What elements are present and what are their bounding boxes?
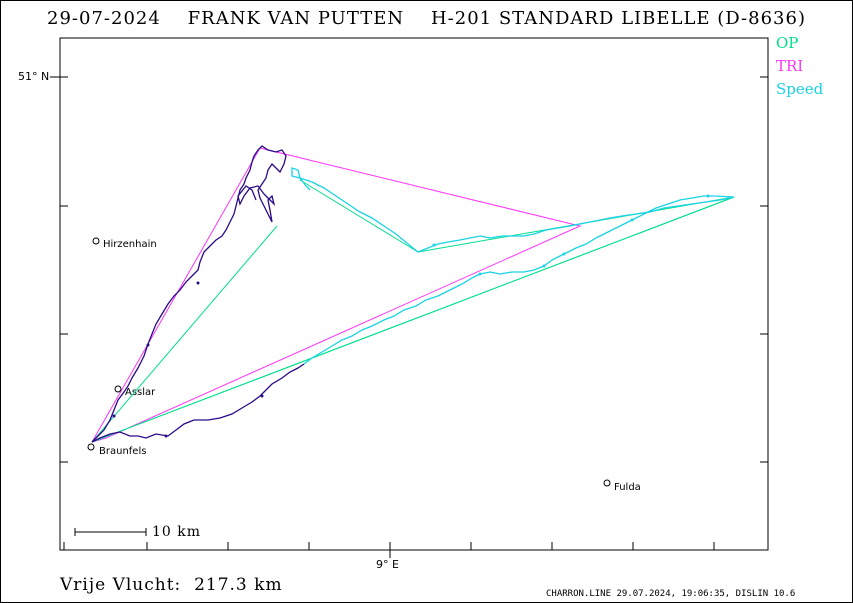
flight-track-initial: [91, 145, 287, 443]
tri-route: [91, 147, 582, 443]
legend-speed: Speed: [776, 80, 824, 98]
lat-ticks: [50, 76, 768, 463]
software-credit: CHARRON.LINE 29.07.2024, 19:06:35, DISLI…: [546, 589, 796, 599]
place-hirzenhain: [92, 237, 100, 245]
city-label-hirzenhain: Hirzenhain: [103, 239, 157, 250]
scale-bar: [74, 528, 147, 536]
legend-tri: TRI: [776, 57, 804, 75]
longitude-label: 9° E: [376, 558, 399, 571]
flight-track-final: [91, 363, 305, 443]
city-label-fulda: Fulda: [614, 482, 641, 493]
lon-ticks: [63, 542, 715, 558]
place-asslar: [114, 385, 122, 393]
scale-bar-label: 10 km: [152, 524, 202, 540]
place-markers: [87, 237, 611, 487]
free-flight-distance: Vrije Vlucht: 217.3 km: [60, 575, 283, 595]
flight-title: 29-07-2024 FRANK VAN PUTTEN H-201 STANDA…: [47, 8, 806, 29]
op-route: [91, 179, 735, 443]
plot-border: [59, 37, 769, 551]
legend-op: OP: [776, 34, 799, 52]
latitude-label: 51° N: [18, 70, 50, 83]
city-label-braunfels: Braunfels: [99, 446, 147, 457]
place-braunfels: [87, 443, 95, 451]
track-markers: [112, 281, 264, 438]
flight-track-speed: [291, 167, 735, 365]
city-label-asslar: Asslar: [125, 387, 156, 398]
speed-markers: [432, 194, 710, 276]
place-fulda: [603, 479, 611, 487]
